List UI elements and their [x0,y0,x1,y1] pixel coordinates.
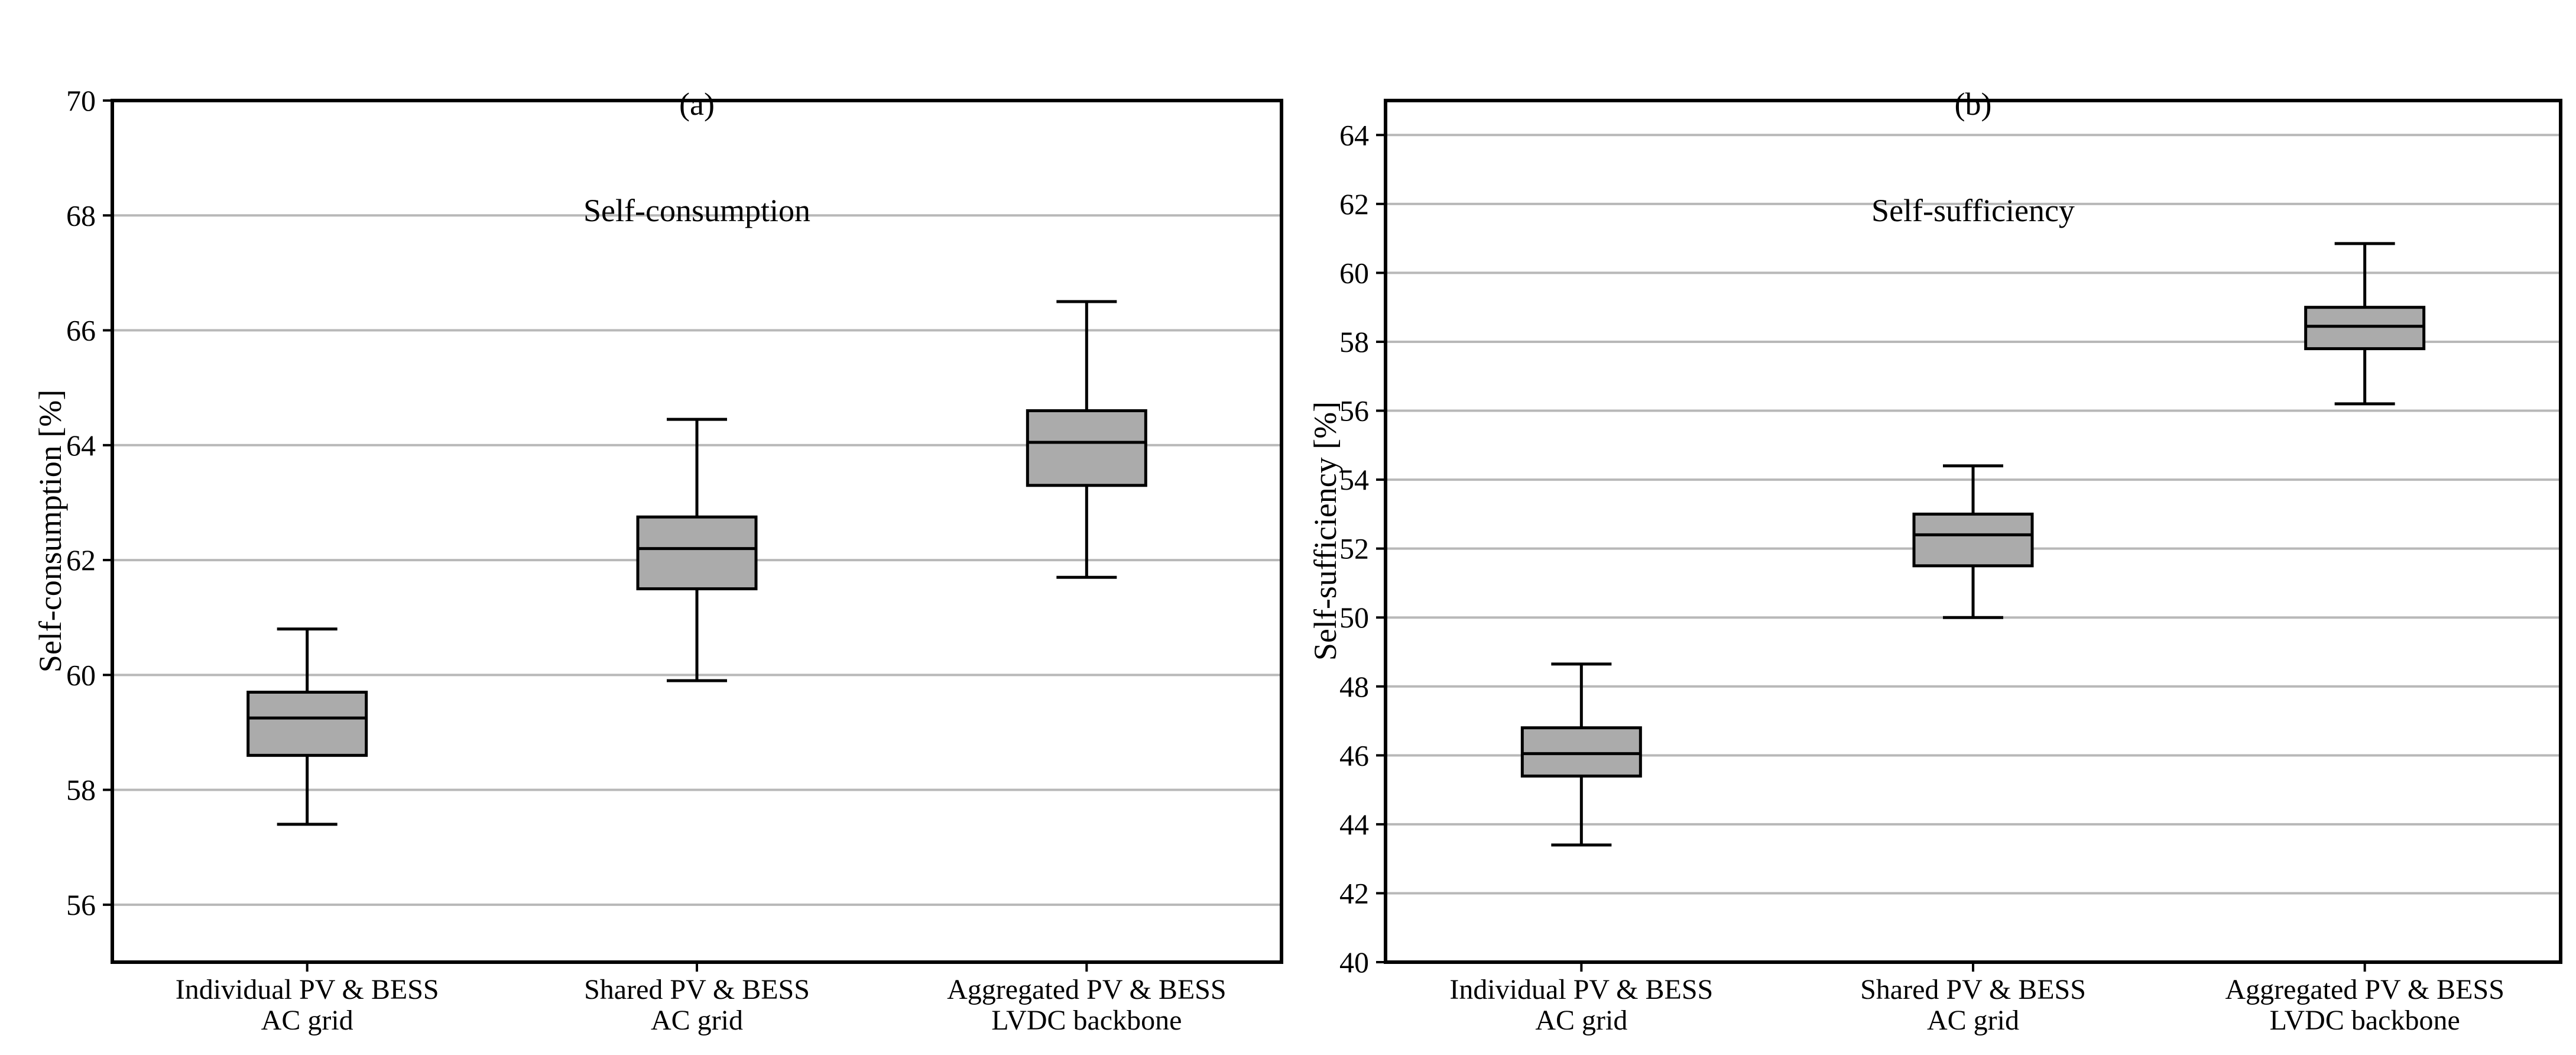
panel-a-box2-iqr [636,515,758,591]
panel-b-y-tick-label-52: 52 [1339,532,1369,565]
panel-a-title-text: Self-consumption [583,193,810,228]
panel-a-box1-iqr [246,690,368,757]
panel-b-box1-iqr [1520,726,1642,778]
panel-a-tag: (a) [679,86,715,122]
panel-b-y-tick-label-46: 46 [1339,739,1369,772]
panel-b-y-tick-label-56: 56 [1339,394,1369,428]
panel-b-category-label-1-line1: Individual PV & BESS [1449,974,1713,1005]
panel-b-y-axis-label: Self-sufficiency [%] [1308,401,1343,661]
panel-b-y-tick-label-40: 40 [1339,946,1369,979]
panel-b-tag: (b) [1954,86,1992,122]
panel-a-category-label-3-line2: LVDC backbone [991,1005,1182,1036]
panel-b-y-tick-label-42: 42 [1339,876,1369,910]
panel-a-y-tick-label-56: 56 [66,888,96,921]
panel-a-y-tick-label-70: 70 [66,84,96,117]
panel-b-category-label-2-line1: Shared PV & BESS [1860,974,2086,1005]
panel-a-y-tick-label-60: 60 [66,658,96,691]
panel-a-y-tick-label-62: 62 [66,543,96,577]
panel-b-y-tick-label-50: 50 [1339,601,1369,634]
panel-b-y-tick-label-60: 60 [1339,256,1369,289]
panel-b-category-label-3-line1: Aggregated PV & BESS [2225,974,2504,1005]
panel-a-y-tick-label-64: 64 [66,429,96,462]
panel-b-box3-iqr [2304,306,2426,351]
panel-b-axes-frame [1384,99,2562,964]
panel-a-category-label-1-line1: Individual PV & BESS [176,974,439,1005]
panel-b-category-label-2-line2: AC grid [1927,1005,2019,1036]
panel-a-y-tick-label-66: 66 [66,314,96,347]
panel-b-y-tick-label-44: 44 [1339,808,1369,841]
panel-b-y-tick-label-58: 58 [1339,325,1369,358]
panel-a-box3-iqr [1026,409,1147,487]
panel-b-category-label-1-line2: AC grid [1535,1005,1627,1036]
panel-a-axes-frame [111,99,1283,964]
panel-b-y-tick-label-48: 48 [1339,670,1369,703]
panel-a-category-label-3-line1: Aggregated PV & BESS [947,974,1226,1005]
panel-a-y-tick-label-58: 58 [66,774,96,807]
panel-b-title-text: Self-sufficiency [1871,193,2075,228]
panel-a-category-label-2-line2: AC grid [651,1005,743,1036]
panel-b-y-tick-label-62: 62 [1339,187,1369,221]
panel-a-y-tick-label-68: 68 [66,199,96,232]
panel-a-category-label-2-line1: Shared PV & BESS [584,974,810,1005]
panel-b-title: (b) Self-sufficiency [1386,15,2561,299]
panel-b-y-tick-label-64: 64 [1339,118,1369,151]
panel-a-title: (a) Self-consumption [112,15,1281,299]
panel-a-category-label-1-line2: AC grid [261,1005,353,1036]
panel-b-category-label-3-line2: LVDC backbone [2270,1005,2460,1036]
panel-b-box2-iqr [1912,512,2034,568]
panel-b-y-tick-label-54: 54 [1339,463,1369,496]
panel-a-y-axis-label: Self-consumption [%] [33,389,68,673]
